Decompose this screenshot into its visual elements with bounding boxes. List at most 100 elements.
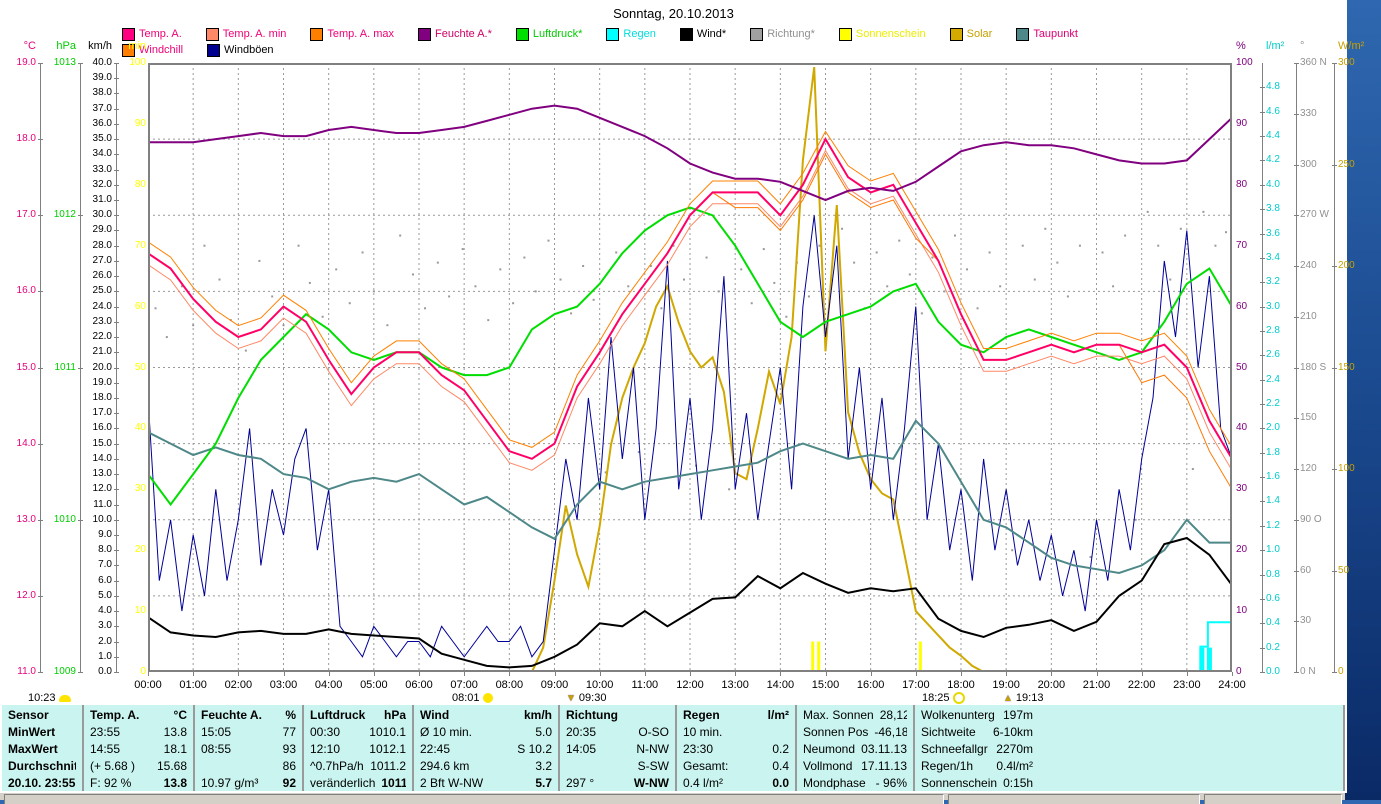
- tick-label: 3.2: [1266, 276, 1280, 288]
- tick-label: 360 N: [1300, 57, 1327, 68]
- legend-item-temp-a-min[interactable]: Temp. A. min: [205, 27, 286, 41]
- tick-mark: [38, 63, 43, 64]
- cell-label: 23:55: [90, 724, 121, 739]
- legend-label: Wind*: [696, 28, 727, 40]
- scatter-dot: [841, 227, 844, 230]
- tick-mark: [114, 367, 119, 369]
- tick-mark: [78, 63, 83, 64]
- scatter-dot: [953, 234, 956, 237]
- scatter-dot: [424, 307, 427, 310]
- legend-item-solar[interactable]: Solar: [949, 27, 992, 41]
- tick-label: 1010: [53, 513, 76, 525]
- legend-item-wind-[interactable]: Wind*: [679, 27, 727, 41]
- tick-mark: [114, 519, 119, 521]
- cell-value: 18.1: [163, 741, 187, 756]
- cell-value: 0.0: [772, 775, 789, 790]
- axis-line: [1262, 63, 1263, 672]
- tick-mark: [114, 260, 119, 262]
- axis-unit-label: W/m²: [1338, 40, 1365, 52]
- tick-label: 28.0: [92, 239, 112, 251]
- cell-value: S 10.2: [517, 741, 552, 756]
- tick-mark: [114, 169, 119, 171]
- legend-item-feuchte-a-[interactable]: Feuchte A.*: [418, 27, 492, 41]
- hour-tick: [238, 672, 240, 676]
- tick-mark: [1260, 87, 1265, 89]
- legend-item-regen[interactable]: Regen: [606, 27, 656, 41]
- tick-mark: [1260, 282, 1265, 284]
- tick-mark: [114, 504, 119, 506]
- time-label: 18:00: [947, 679, 975, 691]
- tick-mark: [114, 200, 119, 202]
- status-bar: [0, 793, 1345, 804]
- chart-canvas: [147, 63, 1233, 673]
- tick-label: 3.4: [1266, 251, 1280, 263]
- marker-sunset: 18:25: [922, 692, 965, 704]
- scatter-dot: [1134, 518, 1137, 521]
- legend-item-taupunkt[interactable]: Taupunkt: [1016, 27, 1078, 41]
- table-group-2: Feuchte A.% 15:05 77 08:55 93 86 10.97 g/m³ 92: [195, 705, 304, 791]
- tick-label: 1009: [53, 666, 76, 677]
- table-row: Max. Sonnen 28,123°: [803, 706, 907, 723]
- tick-label: 14.0: [92, 452, 112, 464]
- tick-mark: [1260, 209, 1265, 211]
- legend-item-temp-a-[interactable]: Temp. A.: [122, 27, 182, 41]
- cell-label: 10.97 g/m³: [201, 775, 259, 790]
- hour-tick: [780, 672, 782, 676]
- table-group-1: Temp. A. °C 23:55 13.8 14:55 18.1 (+ 5.68 ) 15.…: [84, 705, 195, 791]
- tick-mark: [1260, 428, 1265, 430]
- tick-label: 0 N: [1300, 666, 1316, 677]
- page-title: Sonntag, 20.10.2013: [613, 6, 734, 21]
- axis-unit-label: l/m²: [1266, 40, 1285, 52]
- hour-tick: [148, 672, 149, 676]
- tick-label: 4.8: [1266, 81, 1280, 93]
- table-row: Durchschnitt: [8, 757, 76, 774]
- time-label: 24:00: [1218, 679, 1246, 691]
- legend-item-luftdruck-[interactable]: Luftdruck*: [515, 27, 582, 41]
- tick-mark: [1260, 623, 1265, 625]
- tick-mark: [1332, 469, 1337, 470]
- hour-tick: [419, 672, 420, 676]
- time-label: 17:00: [902, 679, 930, 691]
- tick-mark: [1260, 550, 1265, 552]
- legend-swatch: [949, 27, 963, 41]
- legend-label: Windböen: [224, 44, 274, 56]
- cell-label: Ø 10 min.: [420, 724, 473, 739]
- tick-label: 250: [1338, 158, 1355, 170]
- scatter-dot: [448, 295, 451, 298]
- time-label: 14:00: [766, 679, 795, 691]
- tick-mark: [114, 306, 119, 308]
- legend-item-sonnenschein[interactable]: Sonnenschein: [838, 27, 926, 41]
- tick-mark: [1260, 136, 1265, 138]
- tick-mark: [114, 382, 119, 384]
- tick-mark: [38, 367, 43, 369]
- tick-mark: [1260, 257, 1265, 259]
- series-windb-en: [147, 215, 1233, 658]
- tick-mark: [114, 428, 119, 430]
- hour-tick: [1051, 672, 1053, 676]
- tick-mark: [114, 291, 119, 293]
- time-label: 00:00: [134, 679, 162, 691]
- tick-label: 6.0: [98, 574, 112, 586]
- tick-label: 22.0: [92, 331, 112, 343]
- scatter-dot: [943, 290, 946, 293]
- cell-value: 92: [282, 775, 296, 790]
- legend-item-richtung-[interactable]: Richtung*: [750, 27, 815, 41]
- legend-item-windb-en[interactable]: Windböen: [207, 43, 274, 57]
- legend-item-windchill[interactable]: Windchill: [122, 43, 183, 57]
- time-label: 09:00: [540, 679, 569, 691]
- tick-label: 100: [1338, 463, 1355, 474]
- tick-mark: [1294, 63, 1299, 64]
- legend: Temp. A. Temp. A. min Temp. A. max Feuchte …: [122, 26, 1232, 58]
- tick-label: 70: [134, 239, 146, 251]
- legend-row-1: Temp. A. Temp. A. min Temp. A. max Feuchte …: [122, 26, 1232, 42]
- cell-value: km/h: [523, 707, 552, 722]
- tick-mark: [114, 230, 119, 232]
- scatter-dot: [682, 278, 685, 281]
- legend-item-temp-a-max[interactable]: Temp. A. max: [310, 27, 394, 41]
- cell-label: 14:55: [90, 741, 121, 756]
- cell-value: 1010.1: [369, 724, 406, 739]
- tick-label: 2.6: [1266, 349, 1280, 361]
- legend-swatch: [1016, 27, 1030, 41]
- cell-label: 294.6 km: [420, 758, 470, 773]
- table-row: 12:10 1012.1: [310, 740, 406, 757]
